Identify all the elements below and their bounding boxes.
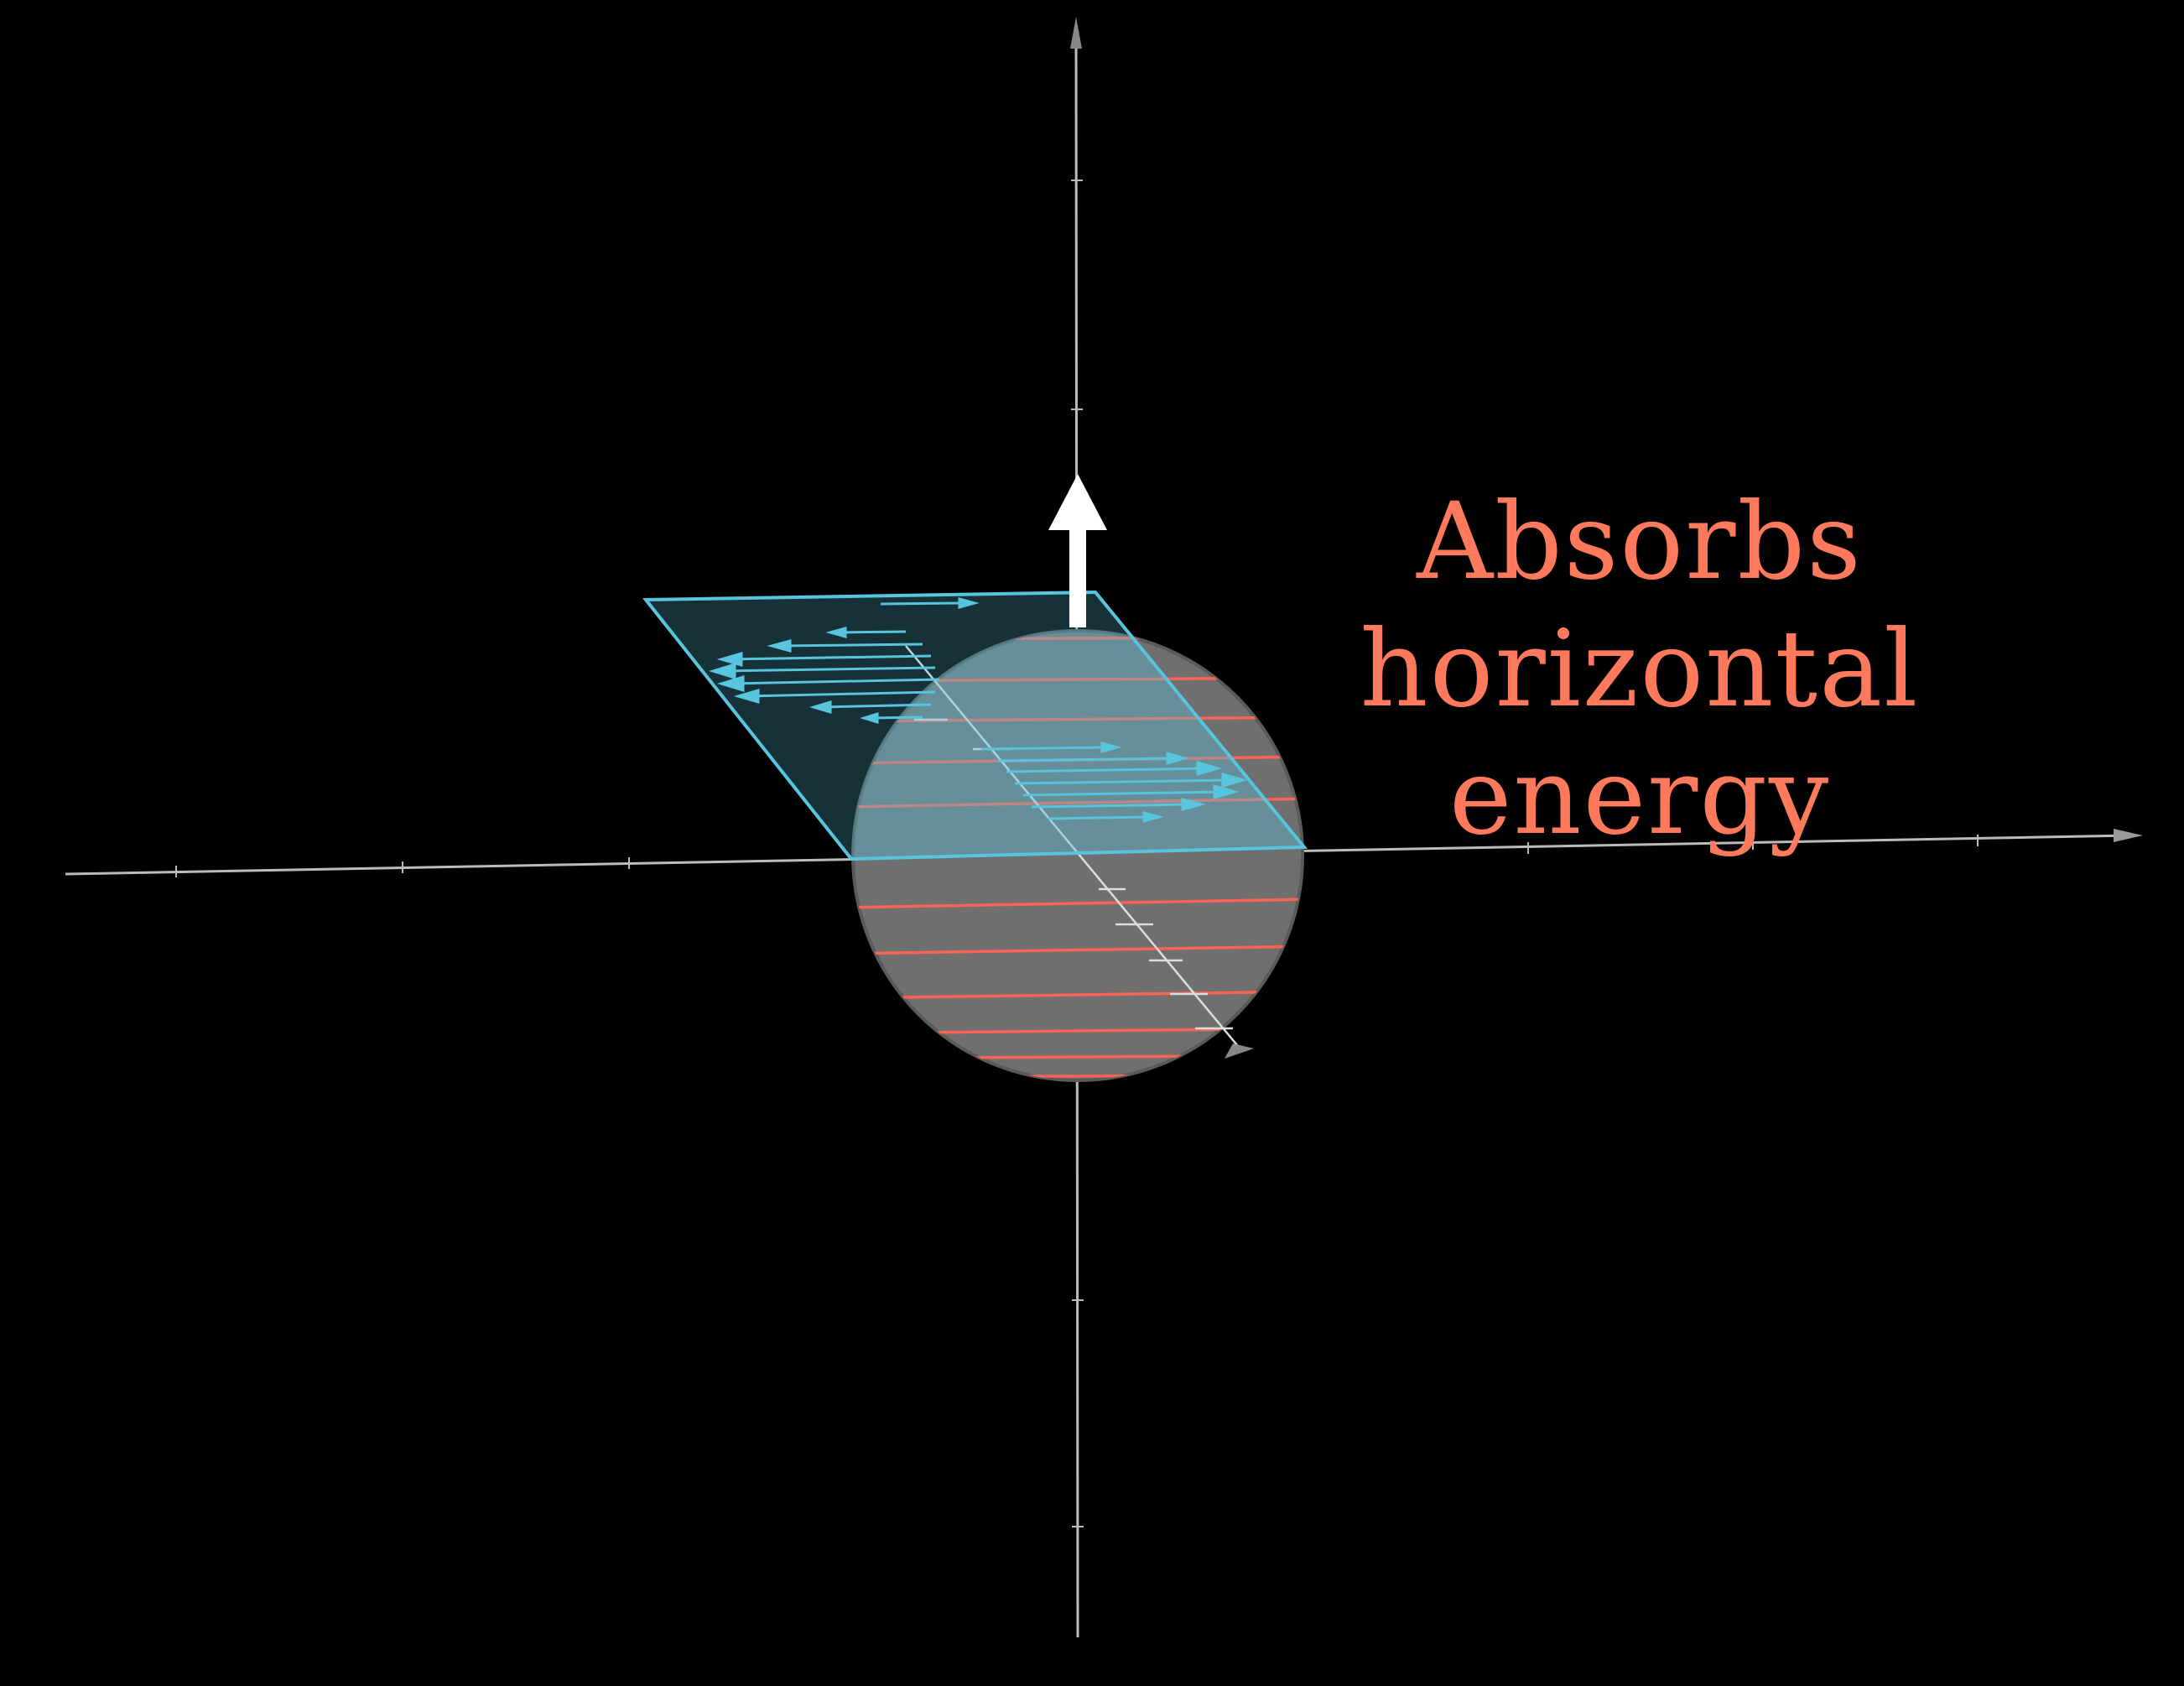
field-vectors [708,597,1248,823]
up-arrow-icon [1048,474,1107,627]
annotation-line-2: energy [1448,735,1831,858]
y-axis-arrowhead-icon [1070,17,1082,49]
annotation-line-1: Absorbs horizontal [1360,480,1920,731]
axis-ticks [175,180,1979,1527]
annotation-label: Absorbs horizontal energy [1157,478,2122,861]
sphere [851,629,1304,1082]
x-axis-arrowhead-icon [2114,829,2143,842]
z-axis-arrowhead-icon [1225,1043,1254,1059]
